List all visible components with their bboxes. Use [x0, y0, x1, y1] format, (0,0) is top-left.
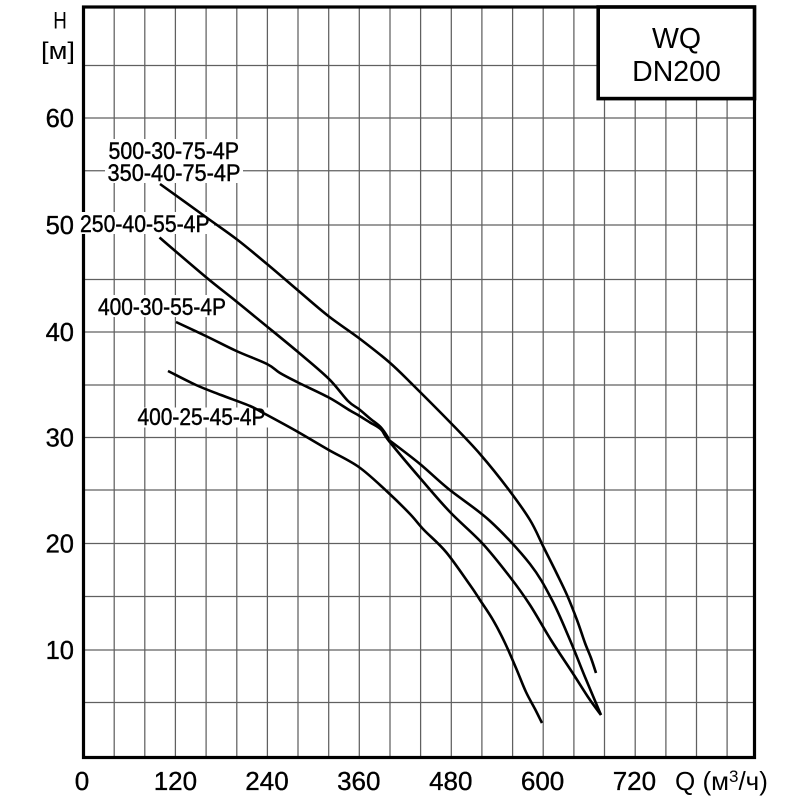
svg-text:0: 0 [75, 766, 89, 796]
svg-text:400-30-55-4P: 400-30-55-4P [98, 294, 226, 321]
svg-text:60: 60 [46, 105, 74, 133]
svg-text:500-30-75-4P: 500-30-75-4P [109, 138, 240, 165]
svg-text:250-40-55-4P: 250-40-55-4P [80, 211, 210, 238]
svg-text:480: 480 [429, 766, 472, 796]
svg-text:720: 720 [613, 766, 656, 796]
svg-text:10: 10 [46, 637, 74, 665]
svg-text:WQ: WQ [652, 23, 701, 55]
svg-text:400-25-45-4P: 400-25-45-4P [138, 404, 266, 431]
svg-text:DN200: DN200 [632, 56, 721, 88]
svg-text:Q (м3/ч): Q (м3/ч) [675, 766, 768, 796]
svg-text:240: 240 [245, 766, 288, 796]
svg-text:350-40-75-4P: 350-40-75-4P [108, 160, 241, 187]
svg-text:50: 50 [46, 212, 74, 240]
svg-text:360: 360 [337, 766, 380, 796]
svg-text:600: 600 [521, 766, 564, 796]
svg-text:30: 30 [46, 425, 74, 453]
svg-text:120: 120 [154, 766, 197, 796]
svg-text:40: 40 [46, 319, 74, 347]
svg-text:[м]: [м] [41, 38, 75, 65]
svg-text:H: H [53, 8, 67, 35]
svg-text:20: 20 [46, 531, 74, 559]
